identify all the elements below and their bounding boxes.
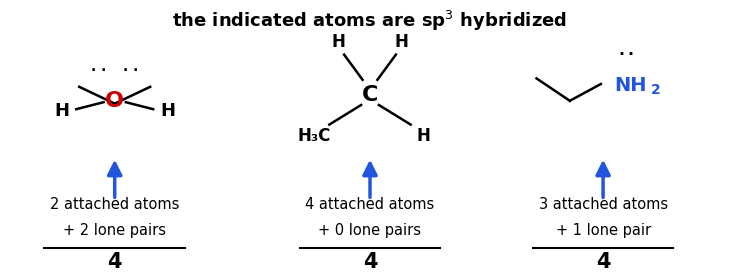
Text: 3 attached atoms: 3 attached atoms [539, 197, 667, 213]
Text: H: H [161, 102, 175, 120]
Text: H: H [332, 33, 345, 51]
Text: H: H [54, 102, 69, 120]
Text: H: H [417, 127, 430, 145]
Text: H₃C: H₃C [297, 127, 332, 145]
Text: 4 attached atoms: 4 attached atoms [306, 197, 434, 213]
Text: 4: 4 [363, 252, 377, 272]
Text: + 0 lone pairs: + 0 lone pairs [318, 223, 422, 238]
Text: 4: 4 [107, 252, 122, 272]
Text: 2: 2 [650, 83, 660, 97]
Text: ··: ·· [616, 46, 637, 64]
Text: · ·: · · [124, 64, 138, 78]
Text: + 1 lone pair: + 1 lone pair [556, 223, 650, 238]
Text: the indicated atoms are sp$^3$ hybridized: the indicated atoms are sp$^3$ hybridize… [172, 8, 568, 32]
Text: · ·: · · [91, 64, 106, 78]
Text: + 2 lone pairs: + 2 lone pairs [63, 223, 166, 238]
Text: 4: 4 [596, 252, 610, 272]
Text: NH: NH [614, 76, 647, 95]
Text: 2 attached atoms: 2 attached atoms [50, 197, 179, 213]
Text: C: C [362, 85, 378, 105]
Text: H: H [395, 33, 408, 51]
Text: O: O [105, 91, 124, 111]
